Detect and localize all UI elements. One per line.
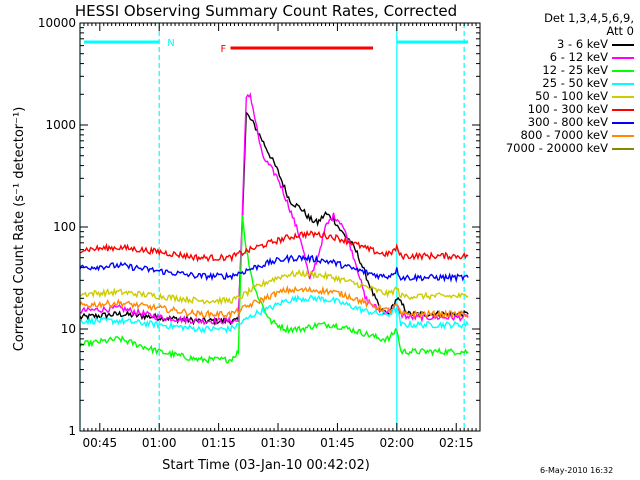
legend-item: 25 - 50 keV <box>484 77 634 90</box>
plot-frame <box>79 22 481 432</box>
plot-area: N F 1 10 100 1000 10000 00:45 01:00 01:15 01:30 01:… <box>38 16 481 450</box>
y-axis-label: Corrected Count Rate (s⁻¹ detector⁻¹) <box>12 107 27 352</box>
legend-swatch <box>612 134 634 137</box>
series-line-5 <box>79 229 469 263</box>
legend-attenuator-line: Att 0 <box>606 24 634 38</box>
legend-item-label: 12 - 25 keV <box>542 63 608 77</box>
y-tick-label: 10000 <box>38 16 76 30</box>
legend-swatch <box>612 121 634 124</box>
series-line-4 <box>79 268 469 306</box>
series-line-2 <box>79 215 469 364</box>
series-line-3 <box>79 294 469 334</box>
y-tick-label: 10 <box>61 322 76 336</box>
x-tick-label: 01:45 <box>320 436 355 450</box>
x-tick-label: 01:00 <box>142 436 177 450</box>
legend-item: 3 - 6 keV <box>484 38 634 51</box>
chart-title: HESSI Observing Summary Count Rates, Cor… <box>75 2 457 20</box>
legend-item: 300 - 800 keV <box>484 116 634 129</box>
legend-swatch <box>612 147 634 150</box>
legend-item: 6 - 12 keV <box>484 51 634 64</box>
legend-item-label: 7000 - 20000 keV <box>505 141 608 155</box>
legend-swatch <box>612 108 634 111</box>
x-axis-label: Start Time (03-Jan-10 00:42:02) <box>162 458 370 473</box>
legend-item-label: 6 - 12 keV <box>549 50 608 64</box>
legend-item: 12 - 25 keV <box>484 64 634 77</box>
series-line-0 <box>79 110 469 326</box>
legend-swatch <box>612 43 634 46</box>
legend: Det 1,3,4,5,6,9, Att 0 3 - 6 keV 6 - 12 k… <box>484 12 634 155</box>
series-line-1 <box>79 92 469 326</box>
x-tick-label: 02:00 <box>380 436 415 450</box>
legend-swatch <box>612 69 634 72</box>
legend-item-label: 25 - 50 keV <box>542 76 608 90</box>
series-line-7 <box>79 284 469 320</box>
legend-item-label: 50 - 100 keV <box>535 89 608 103</box>
legend-item-label: 3 - 6 keV <box>557 37 608 51</box>
y-tick-label: 1000 <box>45 118 76 132</box>
x-tick-label: 01:30 <box>261 436 296 450</box>
series-line-6 <box>79 253 469 284</box>
legend-item-label: 800 - 7000 keV <box>520 128 608 142</box>
legend-item: 100 - 300 keV <box>484 103 634 116</box>
legend-item: 50 - 100 keV <box>484 90 634 103</box>
legend-swatch <box>612 82 634 85</box>
x-tick-label: 00:45 <box>83 436 118 450</box>
legend-item: 7000 - 20000 keV <box>484 142 634 155</box>
legend-swatch <box>612 56 634 59</box>
y-tick-label: 100 <box>53 220 76 234</box>
bar-label-1: N <box>167 38 174 49</box>
legend-item-label: 100 - 300 keV <box>527 102 608 116</box>
legend-swatch <box>612 95 634 98</box>
bar-label-2: F <box>220 44 226 55</box>
x-tick-label: 02:15 <box>439 436 474 450</box>
x-tick-label: 01:15 <box>201 436 236 450</box>
legend-item: 800 - 7000 keV <box>484 129 634 142</box>
legend-detector-line: Det 1,3,4,5,6,9, <box>544 11 634 25</box>
timestamp: 6-May-2010 16:32 <box>540 466 614 475</box>
y-tick-label: 1 <box>68 424 76 438</box>
legend-item-label: 300 - 800 keV <box>527 115 608 129</box>
